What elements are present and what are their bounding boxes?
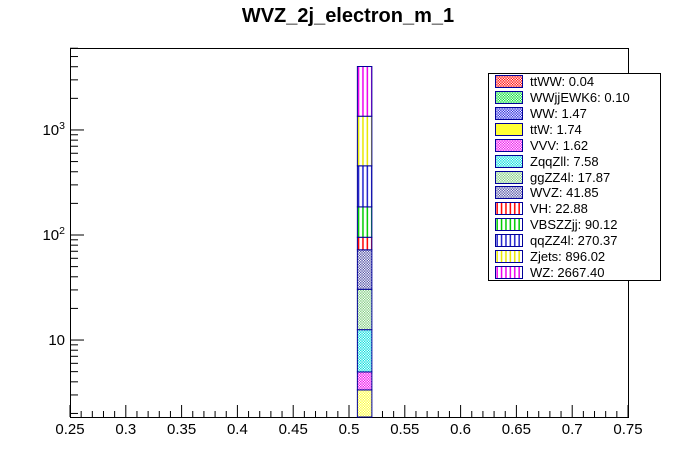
legend-item-VVV: VVV: 1.62 [489,137,660,153]
legend-swatch-icon [495,218,523,232]
legend-label: WZ: 2667.40 [530,264,605,280]
legend-swatch-icon [495,249,523,263]
x-tick-label: 0.45 [279,421,308,438]
legend-item-ttWW: ttWW: 0.04 [489,74,660,90]
x-tick-label: 0.75 [613,421,642,438]
legend-swatch-icon [495,138,523,152]
bar-segment-VBSZZjj [356,206,373,238]
legend-box: ttWW: 0.04 WWjjEWK6: 0.10 WW: 1.47 ttW: 1.7… [488,73,661,281]
legend-item-VBSZZjj: VBSZZjj: 90.12 [489,217,660,233]
bar-segment-WVZ [356,249,373,290]
legend-label: ZqqZll: 7.58 [530,153,599,169]
y-tick-label: 10 [48,332,65,349]
bar-segment-WZ [356,66,373,117]
bar-segment-ZqqZll [356,329,373,373]
x-tick-label: 0.25 [55,421,84,438]
legend-swatch-icon [495,107,523,121]
legend-label: WWjjEWK6: 0.10 [530,90,630,106]
y-tick-label: 103 [42,120,65,139]
legend-swatch-icon [495,265,523,279]
legend-label: VH: 22.88 [530,201,588,217]
x-tick-label: 0.3 [115,421,136,438]
legend-label: VBSZZjj: 90.12 [530,217,618,233]
chart-title: WVZ_2j_electron_m_1 [241,5,455,27]
bar-segment-ttW [356,389,373,418]
legend-item-ggZZ4l: ggZZ4l: 17.87 [489,169,660,185]
legend-label: WW: 1.47 [530,106,587,122]
x-tick-label: 0.65 [502,421,531,438]
legend-swatch-icon [495,154,523,168]
bar-segment-VH [356,236,373,251]
legend-item-WZ: WZ: 2667.40 [489,264,660,280]
legend-label: qqZZ4l: 270.37 [530,232,618,248]
legend-swatch-icon [495,233,523,247]
x-tick-label: 0.6 [450,421,471,438]
x-tick-label: 0.7 [562,421,583,438]
y-tick-label: 102 [42,225,65,244]
legend-swatch-icon [495,170,523,184]
legend-label: Zjets: 896.02 [530,248,606,264]
bar-segment-qqZZ4l [356,165,373,208]
legend-swatch-icon [495,122,523,136]
legend-item-ttW: ttW: 1.74 [489,122,660,138]
legend-item-WW: WW: 1.47 [489,106,660,122]
legend-swatch-icon [495,91,523,105]
legend-item-VH: VH: 22.88 [489,201,660,217]
legend-swatch-icon [495,186,523,200]
legend-item-WVZ: WVZ: 41.85 [489,185,660,201]
legend-item-qqZZ4l: qqZZ4l: 270.37 [489,232,660,248]
bar-segment-VVV [356,371,373,391]
x-tick-label: 0.4 [227,421,248,438]
x-tick-label: 0.55 [390,421,419,438]
bar-segment-ggZZ4l [356,288,373,331]
legend-label: WVZ: 41.85 [530,185,599,201]
legend-label: VVV: 1.62 [530,137,589,153]
legend-label: ggZZ4l: 17.87 [530,169,611,185]
legend-item-WWjjEWK6: WWjjEWK6: 0.10 [489,90,660,106]
x-tick-label: 0.35 [167,421,196,438]
legend-item-Zjets: Zjets: 896.02 [489,248,660,264]
legend-label: ttWW: 0.04 [530,74,595,90]
x-tick-label: 0.5 [339,421,360,438]
legend-swatch-icon [495,75,523,89]
legend-item-ZqqZll: ZqqZll: 7.58 [489,153,660,169]
bar-segment-Zjets [356,115,373,167]
legend-swatch-icon [495,202,523,216]
legend-label: ttW: 1.74 [530,121,582,137]
